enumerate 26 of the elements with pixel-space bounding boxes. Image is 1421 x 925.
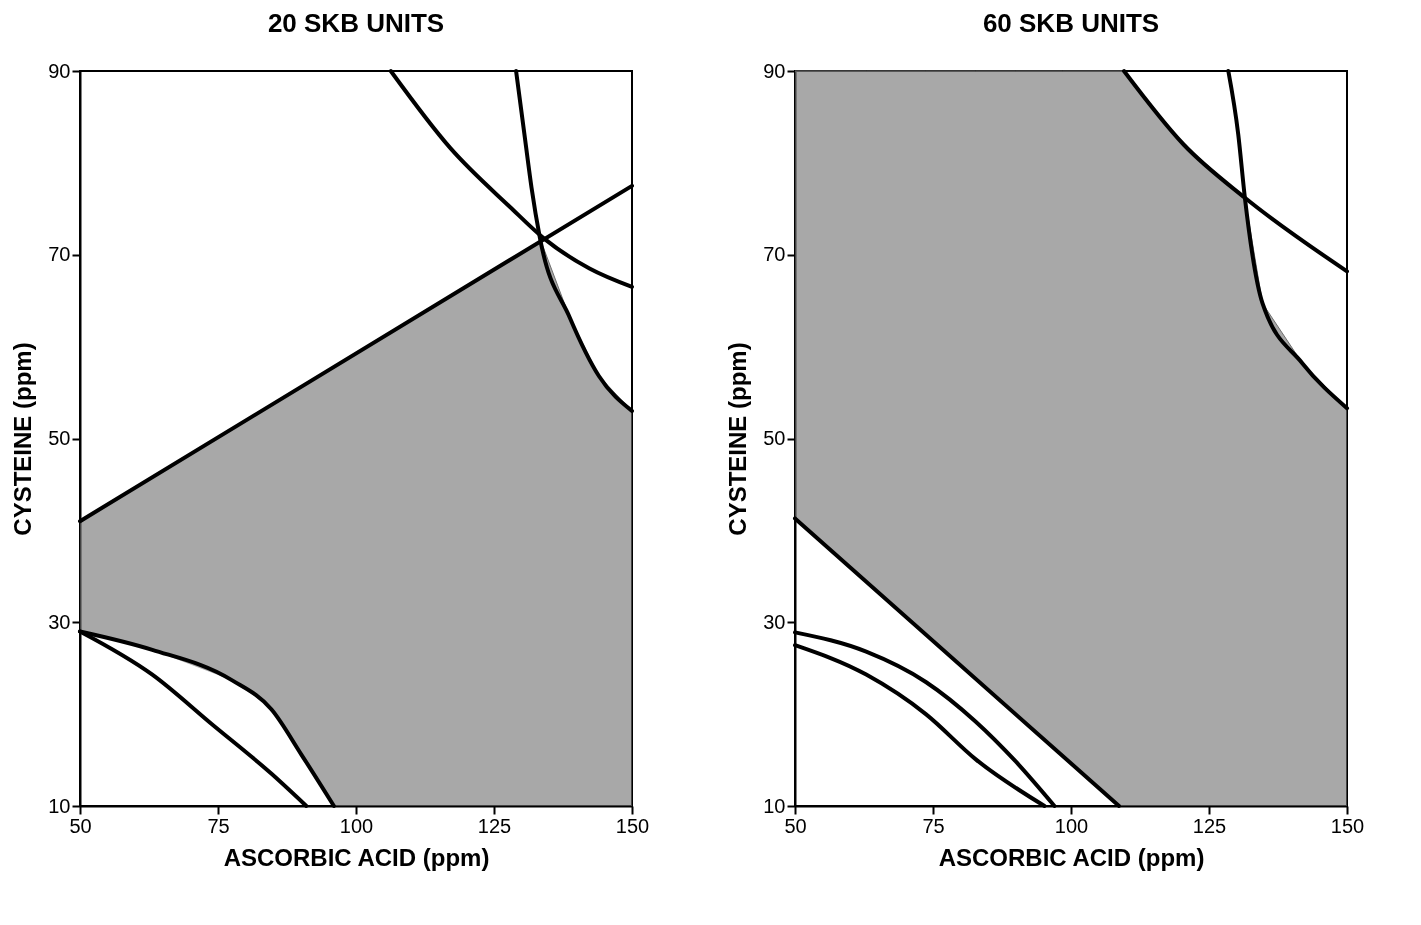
- x-tick-label: 100: [1054, 814, 1089, 837]
- y-tick-label: 10: [763, 794, 786, 817]
- y-axis-title: CYSTEINE (ppm): [724, 342, 752, 536]
- y-tick-label: 30: [48, 610, 71, 633]
- x-tick-label: 50: [784, 814, 807, 837]
- x-tick-label: 75: [207, 814, 230, 837]
- x-axis-title: ASCORBIC ACID (ppm): [938, 843, 1205, 871]
- y-tick-label: 70: [763, 243, 786, 266]
- y-tick-label: 90: [48, 59, 71, 82]
- y-axis-title: CYSTEINE (ppm): [9, 342, 37, 536]
- x-tick-label: 150: [1330, 814, 1365, 837]
- x-axis-title: ASCORBIC ACID (ppm): [223, 843, 490, 871]
- x-tick-label: 150: [615, 814, 650, 837]
- y-tick-label: 10: [48, 794, 71, 817]
- y-tick-label: 70: [48, 243, 71, 266]
- x-tick-label: 125: [1192, 814, 1227, 837]
- y-tick-label: 50: [48, 427, 71, 449]
- chart-title: 60 SKB UNITS: [982, 8, 1160, 38]
- chart-title: 20 SKB UNITS: [267, 8, 445, 38]
- y-tick-label: 90: [763, 59, 786, 82]
- x-tick-label: 125: [477, 814, 512, 837]
- x-tick-label: 100: [339, 814, 374, 837]
- y-tick-label: 50: [763, 427, 786, 449]
- x-tick-label: 50: [69, 814, 92, 837]
- x-tick-label: 75: [922, 814, 945, 837]
- y-tick-label: 30: [763, 610, 786, 633]
